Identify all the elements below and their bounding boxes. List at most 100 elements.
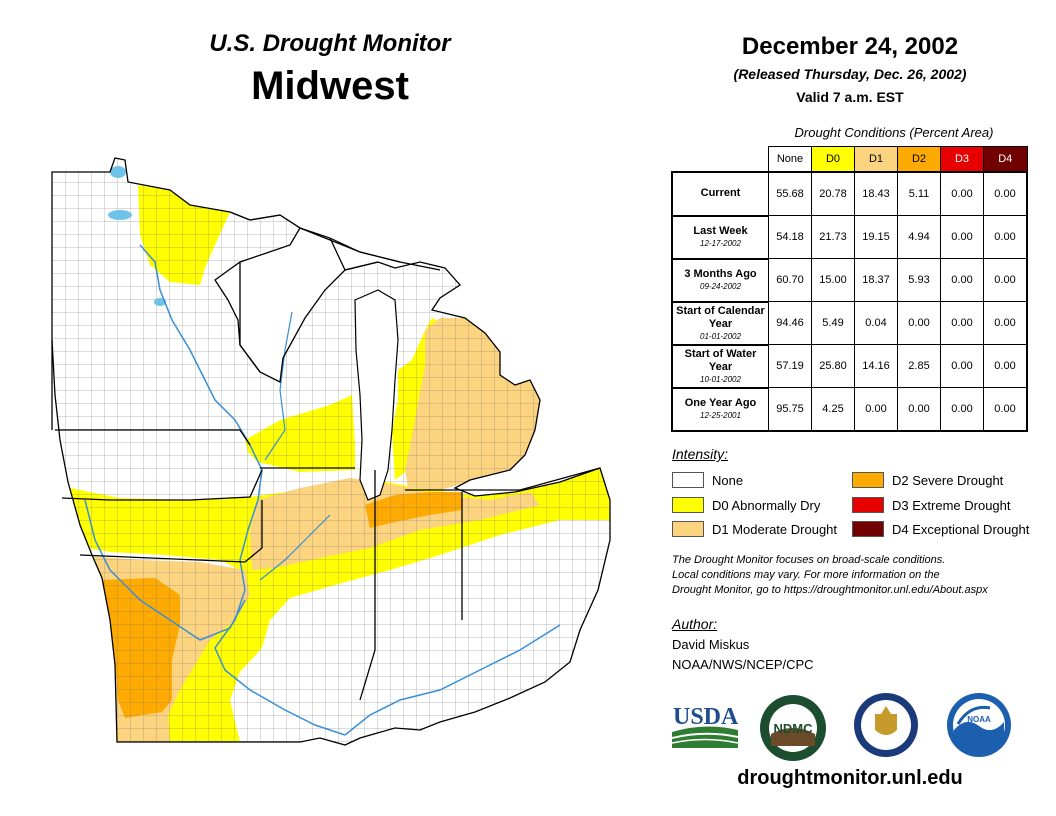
table-cell: 94.46 bbox=[768, 301, 812, 345]
table-cell: 18.37 bbox=[854, 258, 898, 302]
drought-map bbox=[51, 157, 611, 746]
svg-text:NOAA: NOAA bbox=[967, 715, 991, 724]
legend-item-d4: D4 Exceptional Drought bbox=[852, 521, 1029, 537]
table-cell: 19.15 bbox=[854, 215, 898, 259]
table-row: One Year Ago 12-25-2001 95.75 4.25 0.00 0.00 0… bbox=[671, 386, 1028, 432]
legend-swatch bbox=[852, 521, 884, 537]
col-header-d0: D0 bbox=[811, 146, 855, 173]
legend-item-none: None bbox=[672, 472, 743, 488]
row-label: One Year Ago 12-25-2001 bbox=[671, 386, 769, 432]
row-label: Start of Calendar Year 01-01-2002 bbox=[671, 300, 769, 345]
table-cell: 5.11 bbox=[897, 171, 941, 216]
row-label: Current bbox=[671, 171, 769, 216]
mississippi-river bbox=[139, 244, 346, 736]
legend-swatch bbox=[852, 472, 884, 488]
table-cell: 60.70 bbox=[768, 258, 812, 302]
col-header-d1: D1 bbox=[854, 146, 898, 173]
missouri-river bbox=[84, 499, 246, 641]
col-header-d2: D2 bbox=[897, 146, 941, 173]
table-cell: 4.25 bbox=[811, 387, 855, 432]
table-cell: 55.68 bbox=[768, 171, 812, 216]
region-title: Midwest bbox=[251, 64, 409, 108]
valid-time: Valid 7 a.m. EST bbox=[796, 89, 904, 105]
author-heading: Author: bbox=[672, 616, 718, 632]
legend-swatch bbox=[672, 472, 704, 488]
legend-swatch bbox=[672, 497, 704, 513]
legend-item-d1: D1 Moderate Drought bbox=[672, 521, 837, 537]
legend-title: Intensity: bbox=[672, 446, 729, 462]
legend-swatch bbox=[852, 497, 884, 513]
svg-text:USDA: USDA bbox=[673, 704, 738, 730]
table-cell: 0.00 bbox=[940, 171, 984, 216]
lake-of-the-woods bbox=[110, 166, 126, 178]
state-borders bbox=[51, 157, 611, 746]
lake-red bbox=[108, 210, 132, 220]
table-cell: 0.00 bbox=[940, 387, 984, 432]
legend-item-d0: D0 Abnormally Dry bbox=[672, 497, 820, 513]
legend-swatch bbox=[672, 521, 704, 537]
usda-logo: USDA bbox=[672, 704, 738, 748]
wisconsin-river bbox=[264, 311, 293, 461]
water-features bbox=[84, 166, 561, 736]
legend-item-d3: D3 Extreme Drought bbox=[852, 497, 1011, 513]
illinois-river bbox=[259, 514, 331, 581]
col-header-d3: D3 bbox=[940, 146, 984, 173]
table-cell: 0.00 bbox=[940, 344, 984, 388]
table-cell: 0.00 bbox=[940, 258, 984, 302]
table-row: Last Week 12-17-2002 54.18 21.73 19.15 4.94 0.… bbox=[671, 214, 1028, 259]
map-date: December 24, 2002 bbox=[741, 33, 959, 60]
table-cell: 0.00 bbox=[897, 301, 941, 345]
table-cell: 0.00 bbox=[983, 171, 1028, 216]
ndmc-logo: NDMC bbox=[760, 695, 826, 761]
table-caption: Drought Conditions (Percent Area) bbox=[794, 125, 994, 140]
table-cell: 0.00 bbox=[983, 258, 1028, 302]
footer-url[interactable]: droughtmonitor.unl.edu bbox=[737, 767, 963, 789]
lake-michigan bbox=[354, 289, 399, 501]
lake-mille-lacs bbox=[154, 298, 166, 306]
table-cell: 0.00 bbox=[940, 215, 984, 259]
table-cell: 0.00 bbox=[854, 387, 898, 432]
table-cell: 0.00 bbox=[940, 301, 984, 345]
disclaimer-note: The Drought Monitor focuses on broad-sca… bbox=[672, 554, 988, 596]
col-header-d4: D4 bbox=[983, 146, 1028, 173]
table-cell: 0.00 bbox=[983, 344, 1028, 388]
noaa-logo: NOAA bbox=[947, 693, 1011, 757]
table-row: 3 Months Ago 09-24-2002 60.70 15.00 18.37 5.9… bbox=[671, 257, 1028, 302]
table-cell: 0.00 bbox=[983, 215, 1028, 259]
author-name: David Miskus bbox=[672, 637, 750, 652]
table-cell: 20.78 bbox=[811, 171, 855, 216]
author-org: NOAA/NWS/NCEP/CPC bbox=[672, 657, 814, 672]
county-grid bbox=[52, 158, 610, 745]
table-cell: 57.19 bbox=[768, 344, 812, 388]
table-row: Current 55.68 20.78 18.43 5.11 0.00 0.00 bbox=[671, 171, 1028, 216]
svg-text:NDMC: NDMC bbox=[774, 721, 814, 736]
col-header-none: None bbox=[768, 146, 812, 173]
table-cell: 5.93 bbox=[897, 258, 941, 302]
table-cell: 0.00 bbox=[983, 387, 1028, 432]
table-cell: 2.85 bbox=[897, 344, 941, 388]
table-row: Start of Calendar Year 01-01-2002 94.46 5.4… bbox=[671, 300, 1028, 345]
ohio-river bbox=[344, 624, 561, 736]
row-label: 3 Months Ago 09-24-2002 bbox=[671, 257, 769, 302]
doc-seal-logo bbox=[854, 693, 918, 757]
table-cell: 4.94 bbox=[897, 215, 941, 259]
table-cell: 18.43 bbox=[854, 171, 898, 216]
table-cell: 95.75 bbox=[768, 387, 812, 432]
release-date: (Released Thursday, Dec. 26, 2002) bbox=[733, 66, 967, 82]
table-cell: 25.80 bbox=[811, 344, 855, 388]
table-row: Start of Water Year 10-01-2002 57.19 25.80 1… bbox=[671, 343, 1028, 388]
row-label: Start of Water Year 10-01-2002 bbox=[671, 343, 769, 388]
table-cell: 5.49 bbox=[811, 301, 855, 345]
legend-item-d2: D2 Severe Drought bbox=[852, 472, 1003, 488]
table-cell: 0.04 bbox=[854, 301, 898, 345]
table-cell: 14.16 bbox=[854, 344, 898, 388]
drought-layer bbox=[52, 158, 610, 745]
table-cell: 15.00 bbox=[811, 258, 855, 302]
table-cell: 0.00 bbox=[897, 387, 941, 432]
table-cell: 21.73 bbox=[811, 215, 855, 259]
product-title: U.S. Drought Monitor bbox=[209, 30, 451, 57]
table-cell: 54.18 bbox=[768, 215, 812, 259]
table-cell: 0.00 bbox=[983, 301, 1028, 345]
drought-stats-table: None D0 D1 D2 D3 D4 Current 55.68 20.78 18.… bbox=[671, 146, 1028, 432]
row-label: Last Week 12-17-2002 bbox=[671, 214, 769, 259]
